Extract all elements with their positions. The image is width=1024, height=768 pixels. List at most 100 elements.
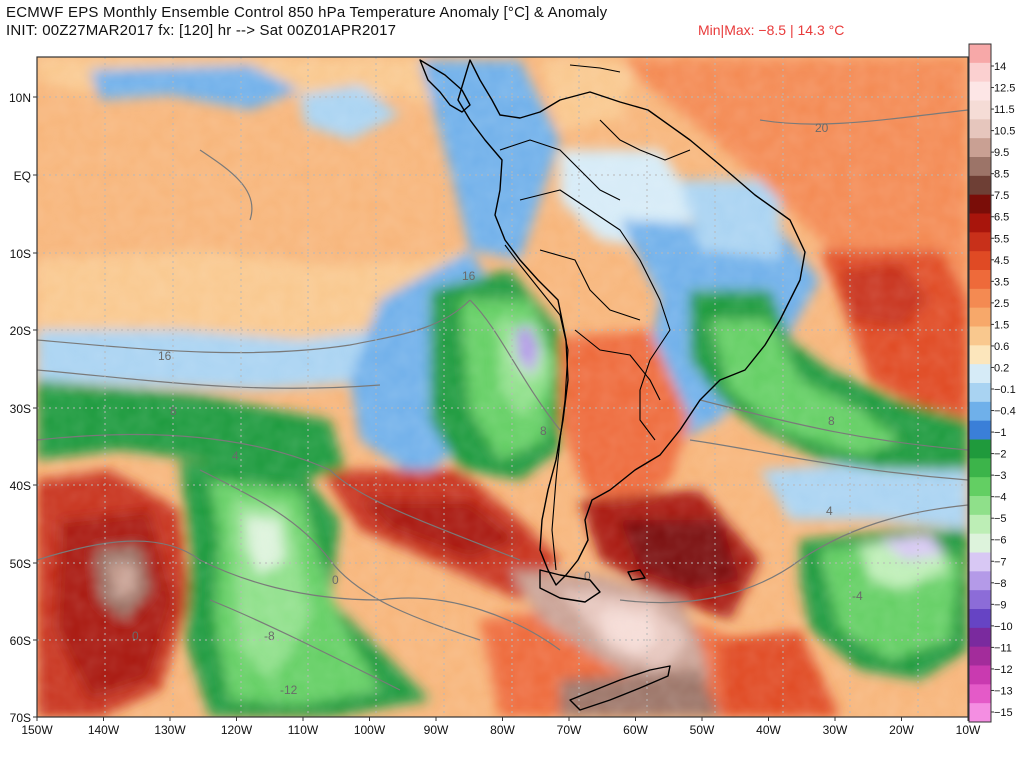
colorbar-swatch xyxy=(969,81,991,101)
colorbar-swatch xyxy=(969,496,991,516)
colorbar-label: −6 xyxy=(994,535,1007,547)
colorbar-label: 11.5 xyxy=(994,104,1015,116)
lon-tick-label: 50W xyxy=(690,723,715,737)
colorbar-label: −15 xyxy=(994,707,1013,719)
colorbar-swatch xyxy=(969,533,991,553)
lon-tick-label: 130W xyxy=(154,723,186,737)
colorbar-frame xyxy=(968,43,992,723)
colorbar-label: −2 xyxy=(994,449,1007,461)
latitude-axis: 10N EQ 10S 20S 30S 40S 50S 60S 70S xyxy=(9,91,37,725)
colorbar-label: −9 xyxy=(994,599,1007,611)
contour-labels: 20 16 16 8 8 8 4 4 0 0 0 -4 -8 -12 xyxy=(132,121,863,697)
colorbar-swatch xyxy=(969,609,991,629)
tierra-del-fuego xyxy=(539,569,601,603)
colorbar-swatch xyxy=(969,138,991,158)
colorbar-label: −1 xyxy=(994,427,1007,439)
colorbar-label: 0.2 xyxy=(994,362,1009,374)
lon-tick-label: 90W xyxy=(424,723,449,737)
lon-tick-label: 110W xyxy=(288,723,319,737)
init-line: INIT: 00Z27MAR2017 fx: [120] hr --> Sat … xyxy=(6,22,397,39)
colorbar-swatch xyxy=(969,439,991,459)
chart-title: ECMWF EPS Monthly Ensemble Control 850 h… xyxy=(6,4,608,21)
colorbar-swatch xyxy=(969,571,991,591)
colorbar-swatch xyxy=(969,364,991,384)
colorbar: 14 12.5 11.5 10.5 9.5 8.5 7.5 6.5 5.5 4.5 3.5 2.5 1.… xyxy=(968,43,1016,723)
colorbar-swatch xyxy=(969,62,991,83)
lat-tick-label: 60S xyxy=(10,634,31,648)
colorbar-swatch xyxy=(969,703,991,723)
lat-tick-label: 10S xyxy=(10,247,31,261)
colorbar-label: 1.5 xyxy=(994,319,1009,331)
lat-tick-label: 70S xyxy=(10,711,31,725)
longitude-axis: 150W 140W 130W 120W 110W 100W 90W 80W 70W 60W 50W 4… xyxy=(21,717,981,737)
colombia-venezuela-border xyxy=(499,139,621,201)
colorbar-swatch xyxy=(969,288,991,309)
colorbar-label: 8.5 xyxy=(994,169,1009,181)
contour-label: -12 xyxy=(280,683,298,697)
gridlines xyxy=(37,57,968,717)
colorbar-swatch xyxy=(969,646,991,666)
south-america-coastline xyxy=(457,59,806,586)
contour-lines xyxy=(37,109,968,691)
lat-tick-label: 50S xyxy=(10,557,31,571)
falklands xyxy=(627,569,646,581)
colorbar-swatch xyxy=(969,119,991,139)
colorbar-label: −3 xyxy=(994,470,1007,482)
anomaly-field xyxy=(37,57,968,717)
colorbar-label: 10.5 xyxy=(994,126,1015,138)
coastlines xyxy=(419,59,806,711)
lat-tick-label: 20S xyxy=(10,324,31,338)
lon-tick-label: 30W xyxy=(823,723,848,737)
colorbar-swatch xyxy=(969,665,991,685)
colorbar-swatch xyxy=(969,100,991,120)
colorbar-swatch xyxy=(969,420,991,440)
colorbar-label: −5 xyxy=(994,513,1007,525)
colorbar-swatch xyxy=(969,157,991,177)
lon-tick-label: 40W xyxy=(756,723,781,737)
colorbar-label: 6.5 xyxy=(994,212,1009,224)
colorbar-label: −8 xyxy=(994,578,1007,590)
colorbar-swatch xyxy=(969,307,991,327)
colorbar-swatch xyxy=(969,213,991,233)
caribbean-islands xyxy=(569,64,621,73)
andes-border xyxy=(504,244,569,571)
lat-tick-label: 40S xyxy=(10,479,31,493)
colorbar-label: 2.5 xyxy=(994,298,1009,310)
contour-label: 0 xyxy=(132,629,139,643)
colorbar-swatch xyxy=(969,477,991,497)
colorbar-label: −13 xyxy=(994,685,1013,697)
contour-label: -8 xyxy=(264,629,275,643)
lat-tick-label: 10N xyxy=(9,91,31,105)
colorbar-label: −0.4 xyxy=(994,406,1016,418)
minmax-readout: Min|Max: −8.5 | 14.3 °C xyxy=(698,22,845,38)
lon-tick-label: 120W xyxy=(221,723,253,737)
lon-tick-label: 60W xyxy=(623,723,648,737)
lon-tick-label: 10W xyxy=(956,723,981,737)
lon-tick-label: 140W xyxy=(88,723,120,737)
contour-label: 4 xyxy=(232,449,239,463)
colorbar-swatch xyxy=(969,345,991,365)
peru-bolivia-border xyxy=(539,249,641,321)
contour-label: 16 xyxy=(462,269,476,283)
central-america-coastline xyxy=(419,59,471,113)
colorbar-swatch xyxy=(969,194,991,214)
argentina-paraguay-border xyxy=(574,329,661,401)
colorbar-swatch xyxy=(969,590,991,610)
guianas-border xyxy=(599,119,691,161)
colorbar-swatch xyxy=(969,684,991,704)
colorbar-label: 9.5 xyxy=(994,147,1009,159)
colorbar-label: 4.5 xyxy=(994,255,1009,267)
colorbar-swatch xyxy=(969,232,991,252)
colorbar-swatch xyxy=(969,270,991,290)
colorbar-label: −10 xyxy=(994,621,1013,633)
colorbar-swatch xyxy=(969,552,991,572)
colorbar-label: 0.6 xyxy=(994,341,1009,353)
colorbar-label: −4 xyxy=(994,492,1007,504)
contour-label: -4 xyxy=(852,589,863,603)
lon-tick-label: 80W xyxy=(490,723,515,737)
colorbar-label: −12 xyxy=(994,664,1013,676)
contour-label: 20 xyxy=(815,121,829,135)
colorbar-label: 14 xyxy=(994,61,1006,73)
lon-tick-label: 20W xyxy=(889,723,914,737)
